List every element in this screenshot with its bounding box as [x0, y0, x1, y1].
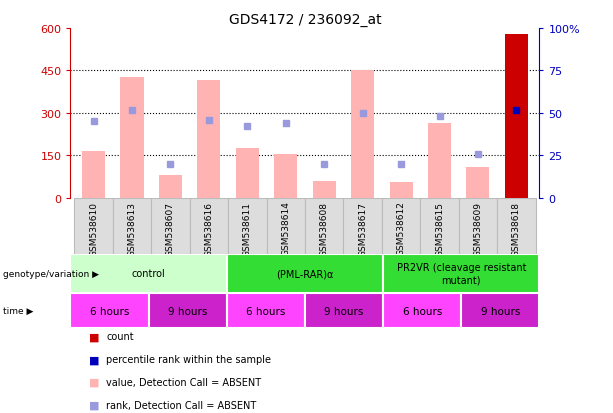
Bar [228, 198, 267, 254]
Bar [505, 35, 528, 198]
Text: GSM538610: GSM538610 [89, 201, 98, 256]
Text: 9 hours: 9 hours [324, 306, 364, 316]
Text: ■: ■ [89, 400, 99, 410]
Bar [343, 198, 382, 254]
Bar [159, 176, 182, 198]
Text: ■: ■ [89, 377, 99, 387]
Text: ■: ■ [89, 332, 99, 342]
Text: 6 hours: 6 hours [403, 306, 442, 316]
Text: PR2VR (cleavage resistant
mutant): PR2VR (cleavage resistant mutant) [397, 263, 526, 285]
Bar [305, 293, 383, 328]
Bar [421, 198, 459, 254]
Text: GSM538616: GSM538616 [204, 201, 213, 256]
Bar [462, 293, 539, 328]
Bar [121, 78, 143, 198]
Bar [313, 181, 336, 198]
Bar [227, 293, 305, 328]
Bar [70, 293, 149, 328]
Text: GSM538607: GSM538607 [166, 201, 175, 256]
Text: control: control [132, 268, 166, 279]
Bar [197, 81, 221, 198]
Text: GSM538611: GSM538611 [243, 201, 252, 256]
Bar [459, 198, 497, 254]
Text: 9 hours: 9 hours [481, 306, 520, 316]
Bar [389, 183, 413, 198]
Text: 6 hours: 6 hours [246, 306, 286, 316]
Bar [274, 154, 297, 198]
Bar [236, 149, 259, 198]
Bar [382, 198, 421, 254]
Text: GSM538609: GSM538609 [473, 201, 482, 256]
Text: (PML-RAR)α: (PML-RAR)α [276, 268, 333, 279]
Text: GSM538613: GSM538613 [128, 201, 137, 256]
Bar [227, 254, 383, 293]
Text: percentile rank within the sample: percentile rank within the sample [106, 354, 271, 364]
Bar [82, 152, 105, 198]
Text: GSM538614: GSM538614 [281, 201, 290, 256]
Text: GSM538615: GSM538615 [435, 201, 444, 256]
Title: GDS4172 / 236092_at: GDS4172 / 236092_at [229, 12, 381, 26]
Bar [383, 293, 462, 328]
Bar [189, 198, 228, 254]
Text: GSM538608: GSM538608 [320, 201, 329, 256]
Bar [149, 293, 227, 328]
Bar [351, 71, 374, 198]
Bar [74, 198, 113, 254]
Text: time ▶: time ▶ [3, 306, 34, 315]
Text: GSM538618: GSM538618 [512, 201, 521, 256]
Bar [151, 198, 189, 254]
Text: 9 hours: 9 hours [168, 306, 207, 316]
Text: GSM538617: GSM538617 [358, 201, 367, 256]
Bar [466, 167, 489, 198]
Bar [497, 198, 536, 254]
Text: genotype/variation ▶: genotype/variation ▶ [3, 269, 99, 278]
Text: value, Detection Call = ABSENT: value, Detection Call = ABSENT [106, 377, 261, 387]
Text: GSM538612: GSM538612 [397, 201, 406, 256]
Bar [267, 198, 305, 254]
Bar [383, 254, 539, 293]
Bar [70, 254, 227, 293]
Bar [113, 198, 151, 254]
Text: ■: ■ [89, 354, 99, 364]
Bar [305, 198, 343, 254]
Bar [428, 123, 451, 198]
Text: count: count [106, 332, 134, 342]
Text: 6 hours: 6 hours [90, 306, 129, 316]
Text: rank, Detection Call = ABSENT: rank, Detection Call = ABSENT [106, 400, 256, 410]
